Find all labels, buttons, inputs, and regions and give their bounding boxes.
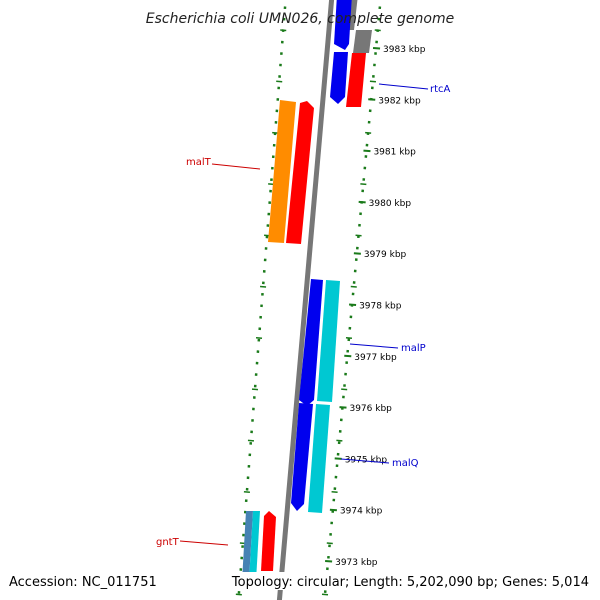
tick-label: 3973 kbp bbox=[335, 558, 378, 568]
feature-cyan-gntT bbox=[249, 511, 260, 581]
inner-minor-tick bbox=[255, 337, 263, 340]
gene-labels: rtcA malT malP malQ gntT bbox=[156, 83, 451, 548]
tick-label: 3980 kbp bbox=[369, 199, 412, 209]
tick-mark bbox=[325, 560, 333, 563]
tick-label: 3975 kbp bbox=[345, 455, 388, 465]
tick-marks: 3983 kbp 3982 kbp 3981 kbp 3980 kbp 3979 kbp… bbox=[235, 29, 426, 596]
summary-text: Topology: circular; Length: 5,202,090 bp… bbox=[231, 575, 589, 590]
malQ-leader-line bbox=[340, 458, 390, 464]
outer-minor-tick bbox=[374, 29, 381, 32]
tick-mark bbox=[353, 252, 361, 255]
tick-label: 3977 kbp bbox=[354, 353, 397, 363]
genome-backbone bbox=[276, 0, 335, 600]
outer-minor-tick bbox=[321, 593, 329, 596]
footer-background bbox=[0, 572, 600, 590]
outer-minor-tick bbox=[331, 490, 338, 493]
outer-minor-tick bbox=[355, 234, 362, 237]
malP-leader-line bbox=[349, 343, 399, 349]
tick-mark bbox=[358, 200, 366, 204]
outer-minor-tick bbox=[360, 183, 367, 186]
gntT-feature[interactable] bbox=[261, 511, 276, 571]
gene-label-malP[interactable]: malP bbox=[401, 343, 426, 354]
tick-label: 3976 kbp bbox=[349, 404, 392, 414]
gntT-leader-line bbox=[179, 540, 229, 546]
malQ-feature[interactable] bbox=[291, 403, 313, 511]
tick-mark bbox=[339, 406, 347, 409]
outer-minor-tick bbox=[345, 337, 353, 340]
inner-minor-tick bbox=[260, 285, 267, 288]
outer-minor-tick bbox=[341, 388, 348, 391]
tick-mark bbox=[368, 98, 376, 101]
rtcA-leader-line bbox=[378, 83, 429, 90]
tick-mark bbox=[363, 149, 371, 153]
tick-label: 3978 kbp bbox=[359, 302, 402, 312]
malP-feature[interactable] bbox=[299, 279, 323, 406]
inner-minor-tick bbox=[276, 80, 283, 83]
inner-minor-tick bbox=[247, 439, 255, 442]
feature-blue-top bbox=[334, 0, 352, 50]
feature-track bbox=[242, 0, 372, 581]
tick-label: 3983 kbp bbox=[383, 45, 426, 55]
malT-leader-line bbox=[211, 163, 261, 170]
tick-mark bbox=[329, 508, 337, 512]
inner-ruler-ring bbox=[237, 0, 287, 600]
feature-orange-malT[interactable] bbox=[268, 100, 296, 243]
inner-minor-tick bbox=[280, 29, 287, 32]
tick-label: 3979 kbp bbox=[364, 250, 407, 260]
tick-label: 3974 kbp bbox=[340, 507, 383, 517]
tick-mark bbox=[372, 47, 381, 50]
gene-label-malT[interactable]: malT bbox=[186, 157, 212, 168]
gene-label-rtcA[interactable]: rtcA bbox=[430, 84, 451, 95]
feature-gray-mid bbox=[353, 30, 372, 53]
inner-minor-tick bbox=[243, 490, 250, 493]
gene-label-gntT[interactable]: gntT bbox=[156, 537, 180, 548]
tick-label: 3981 kbp bbox=[373, 148, 416, 158]
gene-label-malQ[interactable]: malQ bbox=[392, 458, 419, 469]
feature-steel-gntT bbox=[242, 511, 253, 581]
feature-cyan-malQ[interactable] bbox=[308, 404, 330, 513]
tick-mark bbox=[349, 303, 357, 306]
feature-cyan-malP[interactable] bbox=[317, 280, 340, 402]
malT-feature[interactable] bbox=[286, 101, 314, 244]
accession-text: Accession: NC_011751 bbox=[9, 575, 157, 590]
outer-minor-tick bbox=[326, 542, 333, 545]
outer-minor-tick bbox=[365, 131, 372, 134]
inner-minor-tick bbox=[272, 131, 279, 134]
inner-minor-tick bbox=[251, 388, 259, 391]
inner-minor-tick bbox=[235, 593, 242, 596]
outer-minor-tick bbox=[369, 80, 376, 83]
rtcA-feature[interactable] bbox=[330, 52, 348, 104]
map-title: Escherichia coli UMN026, complete genome bbox=[146, 11, 454, 27]
feature-red-rtca bbox=[346, 53, 366, 107]
tick-mark bbox=[344, 354, 352, 358]
tick-label: 3982 kbp bbox=[378, 96, 421, 106]
outer-minor-tick bbox=[350, 285, 357, 288]
outer-minor-tick bbox=[336, 439, 343, 442]
tick-mark bbox=[334, 457, 342, 460]
